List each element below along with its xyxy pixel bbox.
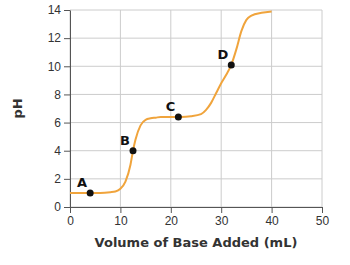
tick-mark	[64, 179, 70, 180]
annotation-labels: A B C D	[77, 47, 228, 190]
tick: 0	[67, 207, 74, 228]
grid-line	[322, 10, 323, 207]
tick-label: 12	[48, 31, 62, 45]
tick-mark	[171, 207, 172, 213]
titration-line	[70, 11, 272, 193]
tick-mark	[64, 66, 70, 67]
tick-mark	[120, 207, 121, 213]
grid-line	[70, 10, 71, 207]
tick: 20	[165, 207, 179, 228]
tick-label: 4	[54, 144, 61, 158]
tick: 10	[114, 207, 128, 228]
tick-label: 8	[54, 88, 61, 102]
grid-line	[70, 150, 322, 151]
tick: 6	[54, 116, 70, 130]
tick: 50	[316, 207, 330, 228]
tick-label: 20	[165, 214, 179, 228]
tick-mark	[64, 10, 70, 11]
grid	[70, 10, 322, 207]
grid-line	[70, 10, 322, 11]
tick-label: 0	[67, 214, 74, 228]
grid-line	[70, 66, 322, 67]
tick: 2	[54, 172, 70, 186]
tick: 10	[48, 60, 70, 74]
tick-label: 50	[316, 214, 330, 228]
x-axis-title: Volume of Base Added (mL)	[95, 235, 298, 250]
tick-label: 10	[114, 214, 128, 228]
tick: 12	[48, 31, 70, 45]
annotation-point	[228, 61, 235, 68]
tick-mark	[64, 94, 70, 95]
tick-label: 0	[54, 200, 61, 214]
axis-line	[70, 11, 71, 208]
tick-mark	[221, 207, 222, 213]
tick-mark	[64, 123, 70, 124]
grid-line	[221, 10, 222, 207]
tick-label: 40	[265, 214, 279, 228]
chart: 0 10 20 30 40 50 0 2 4 6 8 10 12 14 A B C D Volume of Base…	[0, 0, 350, 265]
grid-line	[70, 94, 322, 95]
tick-label: 10	[48, 60, 62, 74]
y-axis-title: pH	[10, 98, 25, 118]
annotation-point	[175, 113, 182, 120]
grid-line	[271, 10, 272, 207]
plot-area: 0 10 20 30 40 50 0 2 4 6 8 10 12 14 A B C D	[48, 3, 330, 227]
annotation-point	[87, 189, 94, 196]
tick: 8	[54, 88, 70, 102]
tick: 0	[54, 200, 70, 214]
tick-label: 2	[54, 172, 61, 186]
tick: 14	[48, 3, 70, 17]
tick-label: 14	[48, 3, 62, 17]
annotation-label: D	[217, 47, 228, 62]
tick-mark	[64, 151, 70, 152]
tick-mark	[64, 38, 70, 39]
tick: 30	[215, 207, 229, 228]
tick: 40	[265, 207, 279, 228]
tick-label: 6	[54, 116, 61, 130]
y-axis: 0 2 4 6 8 10 12 14	[48, 3, 71, 214]
grid-line	[120, 10, 121, 207]
tick-mark	[272, 207, 273, 213]
annotation-label: B	[120, 133, 130, 148]
annotation-label: A	[77, 175, 87, 190]
marks	[70, 11, 272, 196]
grid-line	[70, 207, 322, 208]
tick-mark	[70, 207, 71, 213]
grid-line	[70, 38, 322, 39]
grid-line	[70, 178, 322, 179]
annotation-point	[130, 147, 137, 154]
tick: 4	[54, 144, 70, 158]
tick-mark	[64, 207, 70, 208]
tick-mark	[322, 207, 323, 213]
tick-label: 30	[215, 214, 229, 228]
axis-line	[71, 207, 323, 208]
x-axis: 0 10 20 30 40 50	[67, 207, 329, 228]
annotation-label: C	[166, 99, 176, 114]
grid-line	[70, 122, 322, 123]
